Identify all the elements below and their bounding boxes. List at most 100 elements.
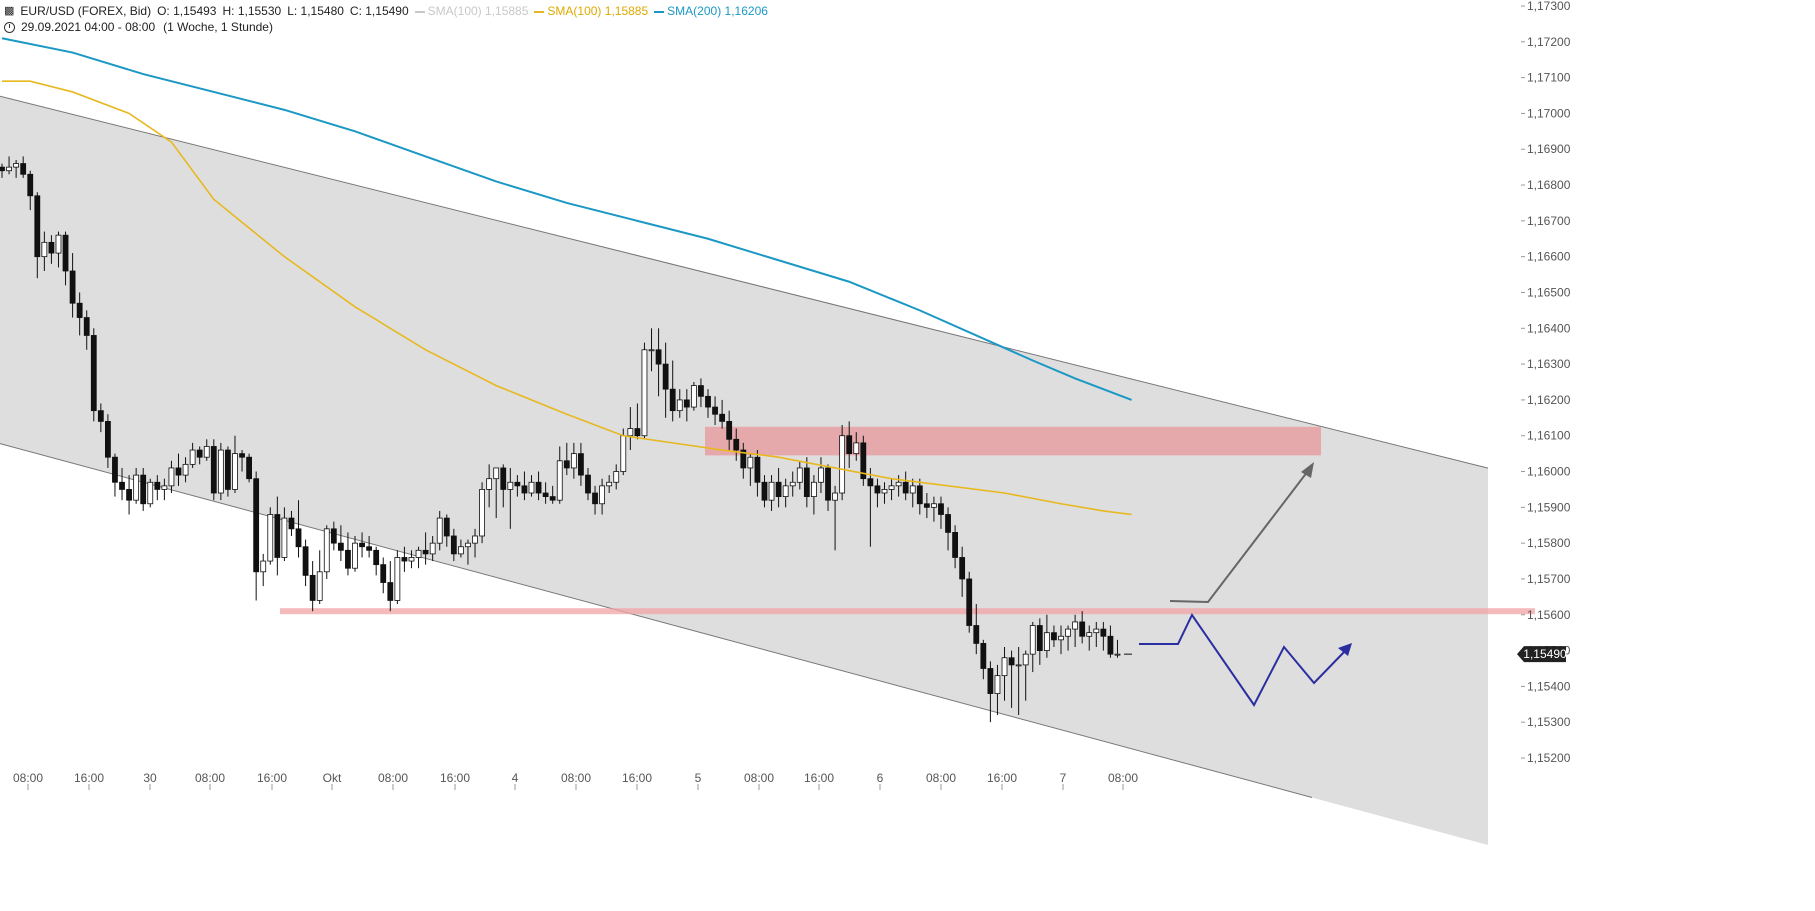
candle <box>260 553 267 587</box>
support-zone <box>280 608 1535 615</box>
candle <box>507 467 514 529</box>
bullish-candle-body <box>507 481 514 490</box>
candle <box>387 561 394 612</box>
low-value: L: 1,15480 <box>287 4 344 18</box>
candle <box>267 507 274 565</box>
bullish-candle-body <box>690 385 697 408</box>
bullish-candle-body <box>465 542 471 548</box>
candle <box>599 478 605 515</box>
period-label: (1 Woche, 1 Stunde) <box>163 20 273 34</box>
sma3-label: SMA(200) <box>667 4 722 18</box>
candle <box>931 496 937 522</box>
bullish-candle-body <box>408 557 415 562</box>
candle <box>1072 614 1079 647</box>
bullish-candle-body <box>486 478 493 490</box>
bearish-candle-body <box>422 549 429 555</box>
candle <box>1043 614 1050 658</box>
bearish-candle-body <box>535 481 542 494</box>
candle <box>472 528 478 558</box>
bullish-candle-body <box>676 399 683 412</box>
bearish-candle-body <box>669 388 676 412</box>
bearish-candle-body <box>874 485 881 494</box>
bullish-candle-body <box>1072 621 1079 630</box>
sma1-legend[interactable]: SMA(100) 1,15885 <box>414 3 528 19</box>
bearish-candle-body <box>154 481 161 490</box>
bearish-candle-body <box>923 503 930 508</box>
candle <box>380 557 387 594</box>
moving-averages <box>1 37 1132 516</box>
sma2-legend[interactable]: SMA(100) 1,15885 <box>534 3 648 19</box>
bearish-candle-body <box>196 449 203 458</box>
candle <box>27 170 34 211</box>
candle <box>274 496 281 576</box>
candle <box>578 442 584 486</box>
candle <box>232 435 238 494</box>
candle <box>980 639 987 680</box>
bullish-candle-body <box>768 481 775 501</box>
candle <box>97 403 104 433</box>
candle <box>1114 639 1121 658</box>
candle <box>570 442 577 479</box>
candle <box>627 407 634 451</box>
price-tick-label: 1,17000 <box>1527 106 1571 120</box>
projection-paths <box>1139 462 1352 707</box>
candle <box>1079 611 1086 644</box>
bullish-candle-body <box>457 546 464 555</box>
price-tick-label: 1,16300 <box>1527 357 1571 371</box>
candle <box>1008 650 1015 708</box>
candle <box>846 421 853 468</box>
candle <box>690 382 697 411</box>
projection-up-path <box>1169 466 1312 604</box>
candle <box>69 253 76 318</box>
candle <box>825 464 831 511</box>
bearish-candle-body <box>175 467 182 476</box>
bullish-candle-body <box>556 460 563 501</box>
bearish-candle-body <box>105 420 111 458</box>
candle <box>415 546 422 569</box>
candle <box>768 475 775 511</box>
bullish-candle-body <box>323 528 330 573</box>
candle <box>309 561 316 612</box>
time-tick-label: 08:00 <box>13 771 43 785</box>
bearish-candle-body <box>337 542 344 551</box>
candle <box>189 442 196 468</box>
bullish-candle-body <box>472 535 478 544</box>
candle <box>422 532 429 565</box>
bearish-candle-body <box>592 492 598 505</box>
bearish-candle-body <box>542 492 549 497</box>
price-tick-label: 1,17100 <box>1527 71 1571 85</box>
price-tick-label: 1,16400 <box>1527 321 1571 335</box>
candle <box>479 482 485 544</box>
candle <box>521 471 528 501</box>
time-tick-label: 08:00 <box>195 771 225 785</box>
candles <box>0 156 1121 723</box>
channel-fill <box>0 96 1488 845</box>
price-tick-label: 1,16600 <box>1527 250 1571 264</box>
candle <box>34 192 41 279</box>
bullish-candle-body <box>747 456 754 469</box>
candle <box>196 446 203 465</box>
candle <box>528 475 535 497</box>
sma3-legend[interactable]: SMA(200) 1,16206 <box>654 3 768 19</box>
bullish-candle-body <box>1001 657 1008 677</box>
candle <box>655 328 662 397</box>
bearish-candle-body <box>1107 635 1114 655</box>
candle <box>952 525 958 569</box>
candle <box>648 328 655 372</box>
sma3-swatch <box>654 10 665 13</box>
candle <box>987 661 994 723</box>
price-tick-label: 1,15800 <box>1527 536 1571 550</box>
bearish-candle-body <box>126 489 132 501</box>
candle <box>549 485 556 504</box>
candle <box>585 467 591 501</box>
bearish-candle-body <box>401 557 408 562</box>
price-tick-label: 1,15700 <box>1527 572 1571 586</box>
projection-up-arrowhead <box>1301 462 1314 478</box>
bearish-candle-body <box>987 668 994 694</box>
sma100-line <box>2 80 1132 516</box>
bullish-candle-body <box>818 467 824 483</box>
bearish-candle-body <box>1008 657 1015 666</box>
candle <box>740 442 747 479</box>
bullish-candle-body <box>182 463 189 476</box>
